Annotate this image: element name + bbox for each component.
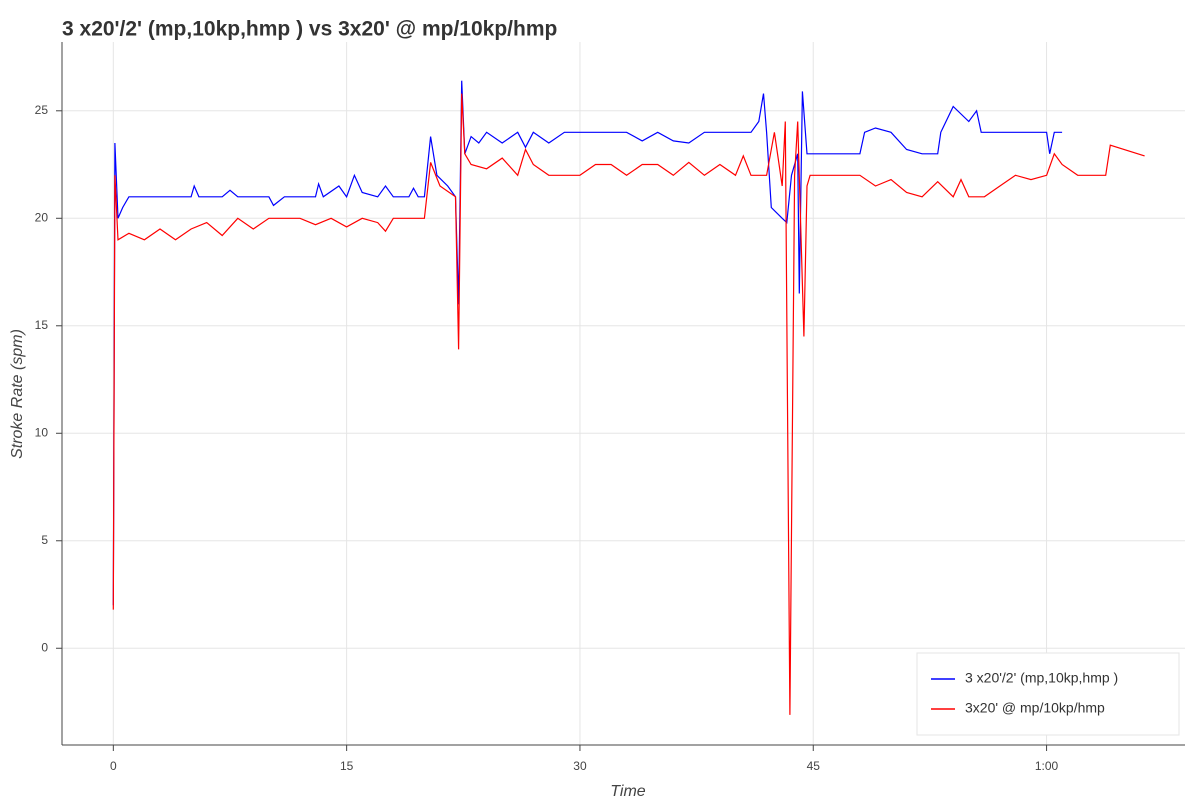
series-line (112, 93, 1145, 715)
x-axis-label: Time (610, 783, 646, 800)
x-tick-label: 30 (573, 759, 587, 773)
x-tick-label: 15 (340, 759, 354, 773)
x-tick-label: 45 (807, 759, 821, 773)
legend-box (916, 652, 1180, 736)
y-tick-label: 20 (35, 210, 49, 224)
legend-label: 3 x20'/2' (mp,10kp,hmp ) (965, 670, 1118, 686)
y-tick-label: 0 (41, 640, 48, 654)
x-tick-label: 1:00 (1035, 759, 1059, 773)
x-tick-label: 0 (110, 759, 117, 773)
y-axis-label: Stroke Rate (spm) (9, 329, 26, 459)
y-tick-label: 10 (35, 425, 49, 439)
legend-label: 3x20' @ mp/10kp/hmp (965, 700, 1105, 716)
chart-title: 3 x20'/2' (mp,10kp,hmp ) vs 3x20' @ mp/1… (62, 18, 557, 41)
series-line (112, 80, 1063, 606)
y-tick-label: 15 (35, 318, 49, 332)
y-tick-label: 5 (41, 533, 48, 547)
y-tick-label: 25 (35, 103, 49, 117)
